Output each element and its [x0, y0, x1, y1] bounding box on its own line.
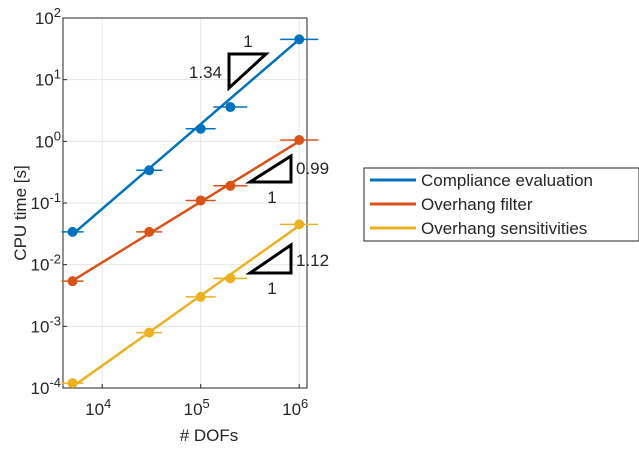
- x-tick-label: 104: [85, 396, 111, 419]
- slope-value-label: 1.34: [189, 63, 222, 82]
- legend: Compliance evaluation Overhang filter Over…: [363, 167, 639, 242]
- series-point: [195, 291, 206, 302]
- slope-triangle: [244, 153, 293, 184]
- series-point: [67, 378, 78, 389]
- y-tick-label: 10-2: [31, 252, 61, 275]
- series-point: [195, 123, 206, 134]
- legend-label: Overhang filter: [421, 195, 533, 214]
- series-group: [61, 219, 319, 389]
- series-point: [294, 34, 305, 45]
- slope-run-label: 1: [267, 188, 276, 207]
- series-fit-line: [71, 140, 300, 282]
- y-axis-label: CPU time [s]: [11, 165, 30, 260]
- series-group: [61, 34, 319, 237]
- slope-value-label: 0.99: [296, 159, 329, 178]
- series-point: [225, 102, 236, 113]
- y-tick-label: 10-3: [31, 313, 61, 336]
- y-tick-label: 100: [35, 128, 61, 151]
- series-point: [144, 226, 155, 237]
- slope-value-label: 1.12: [296, 251, 329, 270]
- y-tick-label: 101: [35, 67, 61, 90]
- series-point: [67, 226, 78, 237]
- slope-triangles: 1 1.34 1 0.99 1 1.12: [189, 32, 329, 298]
- slope-run-label: 1: [267, 279, 276, 298]
- legend-label: Overhang sensitivities: [421, 219, 587, 238]
- series-point: [225, 180, 236, 191]
- y-tick-label: 10-1: [31, 190, 61, 213]
- series-point: [294, 219, 305, 230]
- series-layer: [61, 34, 319, 389]
- series-fit-line: [71, 38, 301, 236]
- x-axis-label: # DOFs: [180, 426, 239, 445]
- series-fit-line: [71, 224, 300, 388]
- slope-triangle: [227, 52, 270, 92]
- series-point: [195, 195, 206, 206]
- series-point: [67, 276, 78, 287]
- slope-triangle: [245, 242, 293, 275]
- series-point: [144, 165, 155, 176]
- y-tick-label: 102: [35, 5, 61, 28]
- legend-label: Compliance evaluation: [421, 171, 593, 190]
- series-group: [61, 135, 319, 287]
- x-tick-label: 106: [282, 396, 308, 419]
- y-tick-label: 10-4: [31, 375, 61, 398]
- series-point: [144, 327, 155, 338]
- slope-run-label: 1: [243, 32, 252, 51]
- series-point: [294, 135, 305, 146]
- series-point: [225, 273, 236, 284]
- x-tick-label: 105: [184, 396, 210, 419]
